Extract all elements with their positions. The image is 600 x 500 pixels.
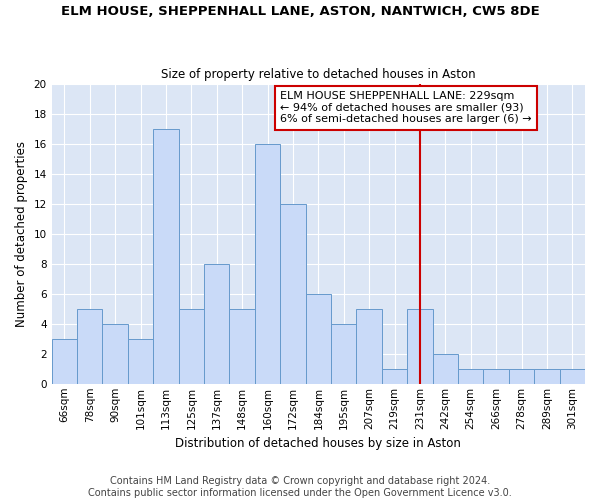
Bar (153, 128, 179, 384)
Bar (458, 369, 484, 384)
Bar (407, 308, 433, 384)
Bar (255, 144, 280, 384)
Bar (433, 354, 458, 384)
Bar (534, 369, 560, 384)
Bar (331, 324, 356, 384)
Text: ELM HOUSE SHEPPENHALL LANE: 229sqm
← 94% of detached houses are smaller (93)
6% : ELM HOUSE SHEPPENHALL LANE: 229sqm ← 94%… (280, 91, 532, 124)
Bar (52, 338, 77, 384)
Title: Size of property relative to detached houses in Aston: Size of property relative to detached ho… (161, 68, 476, 81)
Bar (509, 369, 534, 384)
Text: Contains HM Land Registry data © Crown copyright and database right 2024.
Contai: Contains HM Land Registry data © Crown c… (88, 476, 512, 498)
Bar (356, 308, 382, 384)
Bar (128, 338, 153, 384)
Bar (204, 264, 229, 384)
Bar (103, 324, 128, 384)
X-axis label: Distribution of detached houses by size in Aston: Distribution of detached houses by size … (175, 437, 461, 450)
Text: ELM HOUSE, SHEPPENHALL LANE, ASTON, NANTWICH, CW5 8DE: ELM HOUSE, SHEPPENHALL LANE, ASTON, NANT… (61, 5, 539, 18)
Bar (484, 369, 509, 384)
Bar (382, 369, 407, 384)
Bar (305, 294, 331, 384)
Y-axis label: Number of detached properties: Number of detached properties (15, 140, 28, 326)
Bar (280, 204, 305, 384)
Bar (77, 308, 103, 384)
Bar (560, 369, 585, 384)
Bar (229, 308, 255, 384)
Bar (179, 308, 204, 384)
